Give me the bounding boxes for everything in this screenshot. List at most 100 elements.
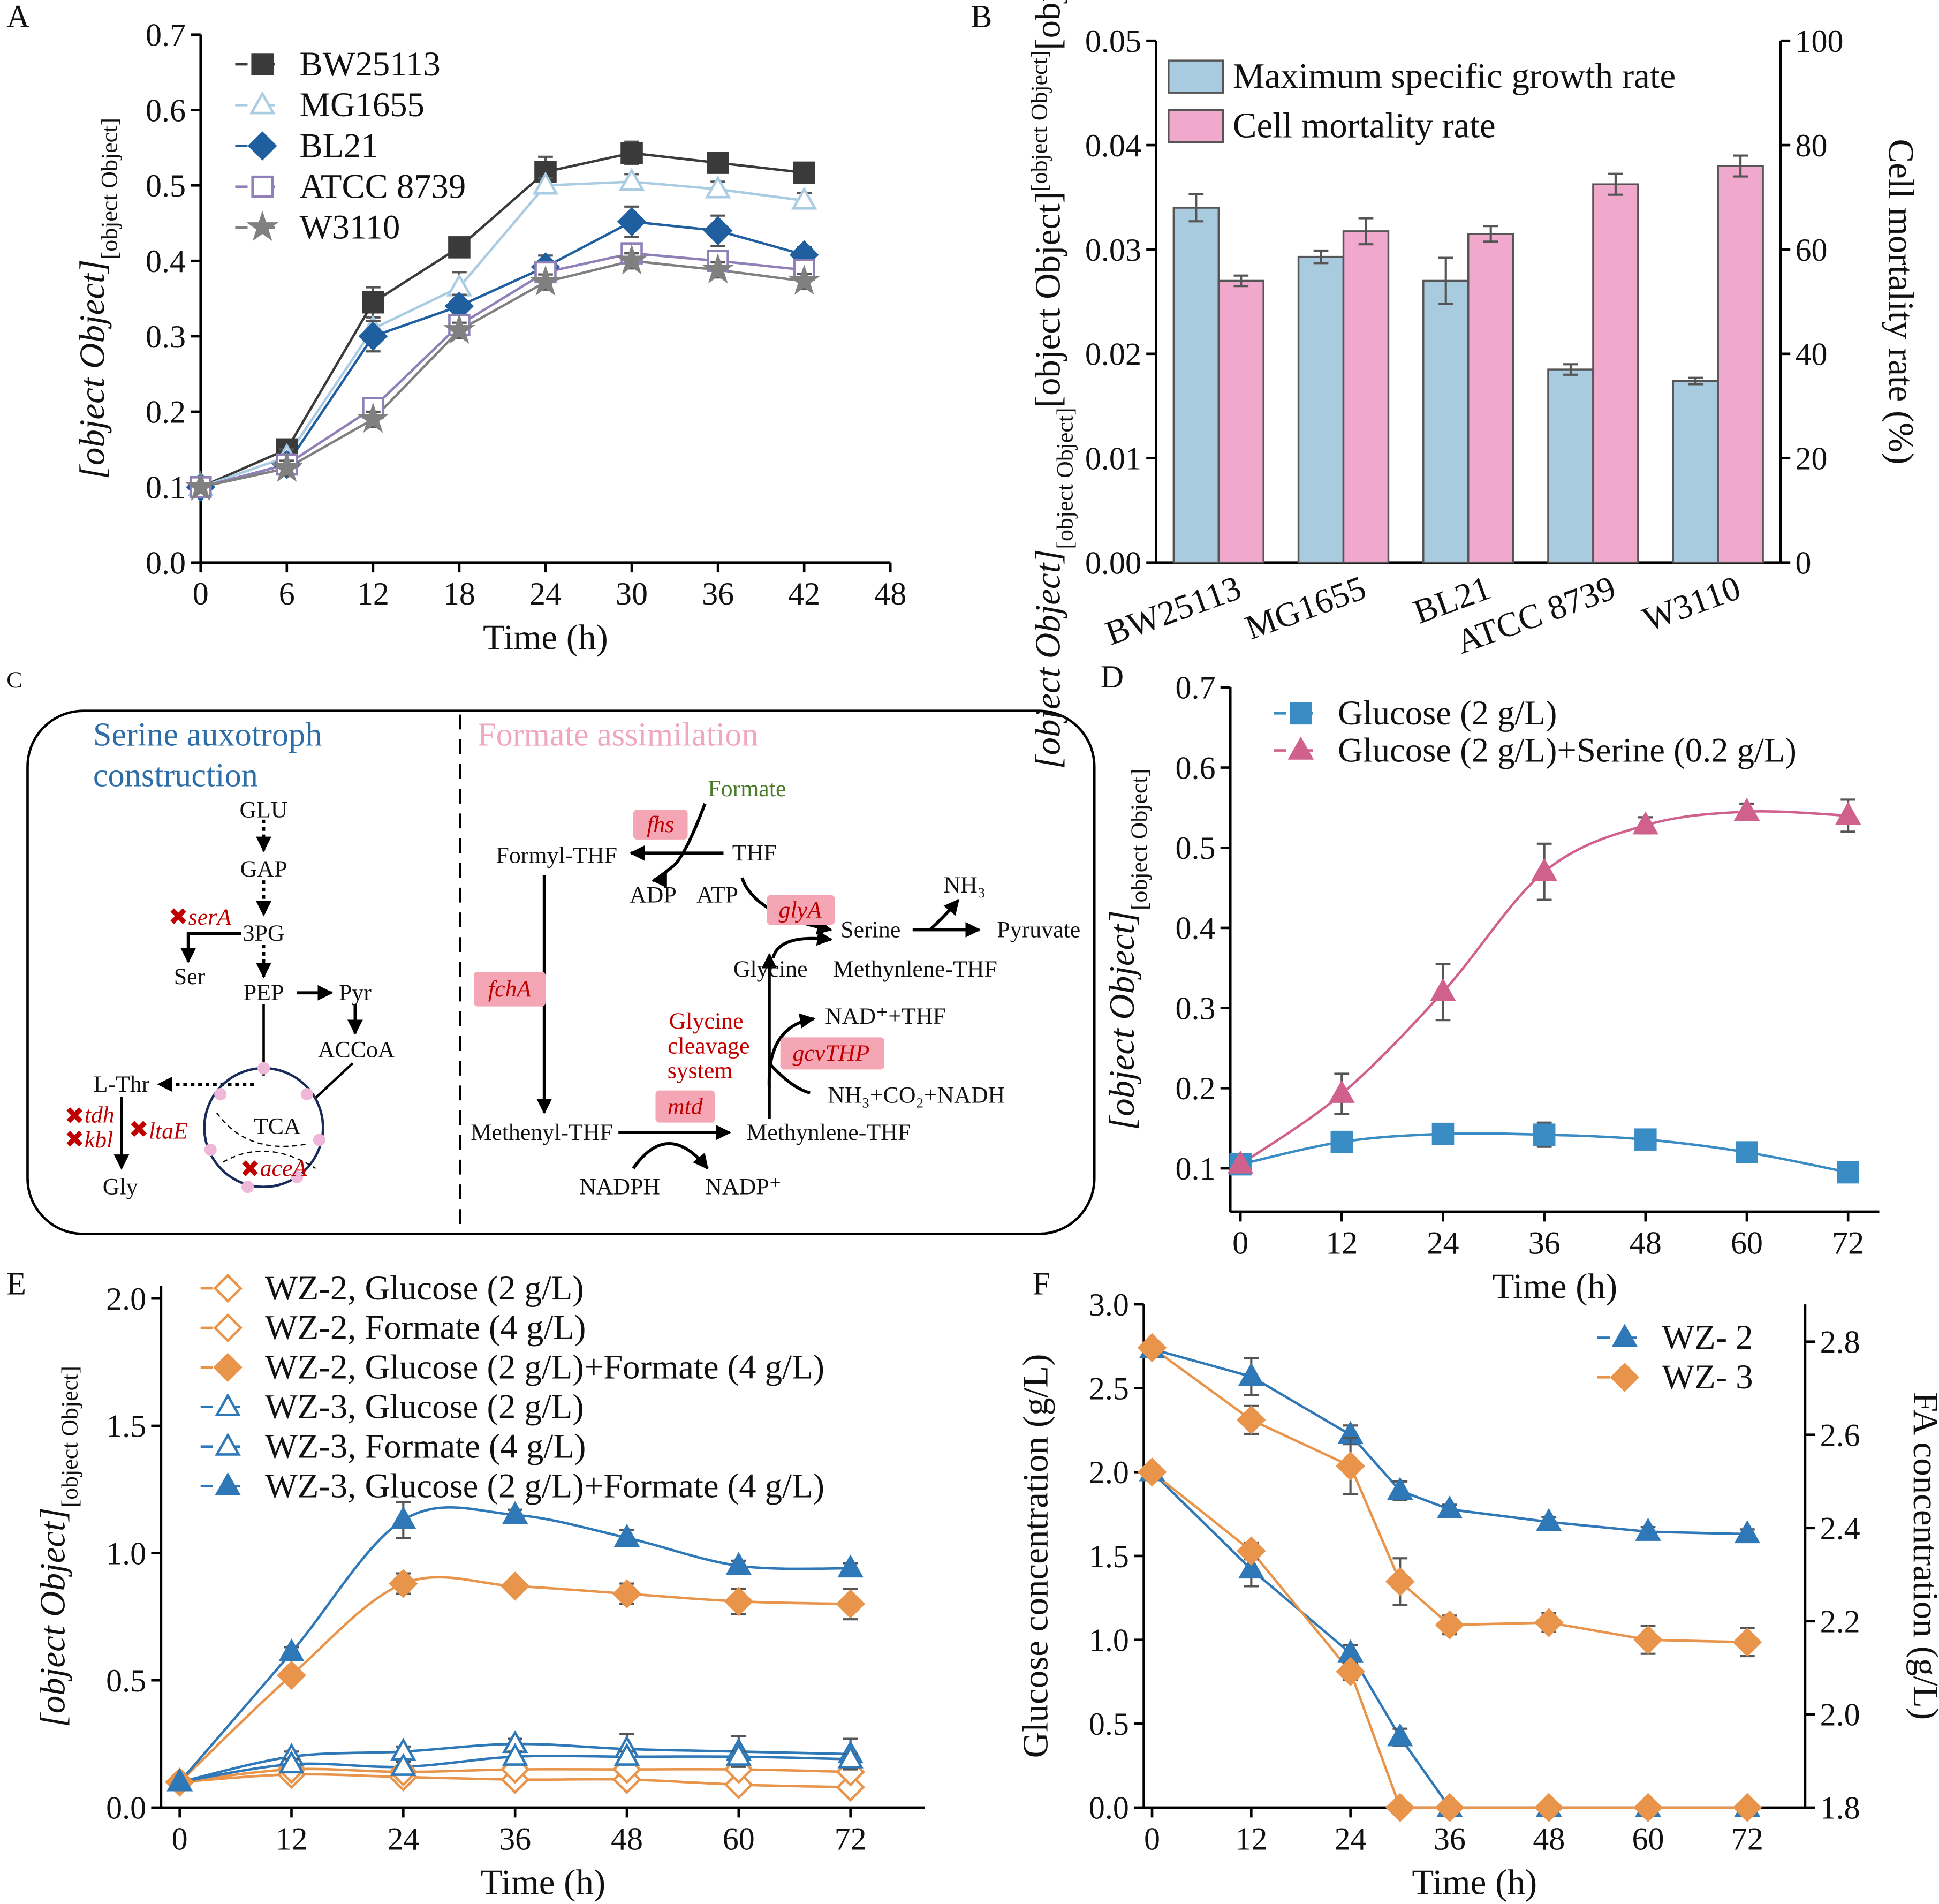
node: Glycine: [733, 956, 808, 982]
legend-label: W3110: [299, 208, 400, 246]
marker: [247, 131, 277, 161]
marker: [1237, 1536, 1266, 1566]
label-part: [object Object]: [1028, 0, 1068, 50]
marker: [703, 216, 733, 246]
marker: [1238, 1555, 1264, 1579]
node: system: [668, 1058, 733, 1084]
y-tick-label: 0.7: [1175, 670, 1215, 706]
node: NAD⁺+THF: [825, 1003, 946, 1029]
node: Formate: [708, 776, 786, 802]
marker: [612, 1579, 642, 1608]
gene: fchA: [488, 976, 532, 1002]
legend-label: BL21: [299, 126, 378, 164]
series-line: [1151, 1347, 1747, 1644]
y2-tick-label: 60: [1795, 232, 1827, 268]
left-title: construction: [93, 757, 258, 794]
x-tick-label: 12: [1235, 1821, 1267, 1856]
y2-tick-label: 40: [1795, 337, 1827, 372]
legend-label: WZ-3, Glucose (2 g/L)+Formate (4 g/L): [265, 1466, 824, 1505]
y2-tick-label: 2.6: [1820, 1418, 1860, 1453]
node: THF: [732, 840, 777, 866]
x-tick-label: 24: [1335, 1821, 1367, 1856]
node: ADP: [630, 882, 677, 908]
marker: [1385, 1793, 1415, 1823]
x-tick-label: 36: [1528, 1225, 1561, 1260]
marker: [1336, 1451, 1365, 1481]
error-bar: [1733, 154, 1748, 178]
marker: [215, 1472, 241, 1495]
series-line: [200, 252, 805, 489]
marker: [1837, 1161, 1859, 1184]
gene: aceA: [260, 1155, 307, 1181]
marker: [213, 1353, 243, 1382]
marker: [358, 321, 388, 351]
marker: [1534, 1793, 1564, 1823]
node: GLU: [239, 797, 287, 822]
label-part: [object Object]: [1052, 407, 1078, 549]
gene: gcvTHP: [793, 1040, 870, 1066]
error-bar: [1188, 193, 1204, 223]
left-title: Serine auxotroph: [93, 716, 322, 753]
x-tick-label: 12: [357, 576, 389, 611]
x-tick-label: 24: [529, 576, 562, 611]
node: 3PG: [243, 920, 285, 946]
label-part: [object Object]: [1028, 549, 1068, 769]
x-tick-label: W3110: [1638, 568, 1745, 639]
y2-tick-label: 1.8: [1820, 1790, 1860, 1826]
node: Serine: [840, 917, 900, 942]
marker: [390, 1752, 416, 1776]
node: NADP⁺: [705, 1174, 782, 1200]
y-tick-label: 0.5: [146, 168, 186, 203]
legend-label: WZ-2, Formate (4 g/L): [265, 1308, 586, 1347]
label-part: [object Object]: [1126, 769, 1152, 910]
marker: [617, 207, 647, 237]
marker: [1137, 1333, 1167, 1363]
gene: tdh: [85, 1102, 115, 1128]
y2-tick-label: 2.4: [1820, 1511, 1860, 1546]
legend-label: ATCC 8739: [299, 167, 466, 205]
node: NH₃+CO₂+NADH: [828, 1083, 1005, 1108]
node: cleavage: [668, 1033, 749, 1059]
marker: [213, 1313, 243, 1343]
marker: [278, 1638, 305, 1662]
y2-label: FA concentration (g/L): [1906, 1392, 1939, 1720]
series-line: [1151, 1471, 1747, 1809]
legend-label: WZ- 3: [1662, 1357, 1753, 1396]
label-part: [object Object]: [73, 259, 112, 479]
x-tick-label: 60: [1731, 1225, 1763, 1260]
panel-label: C: [6, 667, 22, 693]
y-tick-label: 0.2: [146, 395, 186, 430]
y-tick-label: 0.6: [146, 93, 186, 128]
marker: [1238, 1363, 1264, 1386]
y-tick-label: 0.4: [146, 244, 186, 279]
y-tick-label: 0.2: [1175, 1071, 1215, 1106]
x-tick-label: 60: [723, 1821, 755, 1856]
marker: [1436, 1495, 1463, 1519]
label-part: [object Object]: [1102, 910, 1142, 1130]
marker: [836, 1772, 865, 1802]
y-tick-label: 0.01: [1085, 441, 1141, 477]
node: NADPH: [579, 1174, 660, 1200]
label-part: [object Object]: [97, 118, 123, 259]
marker: [443, 313, 475, 344]
y-tick-label: 0.0: [146, 545, 186, 580]
y-tick-label: 1.0: [106, 1536, 146, 1571]
node: PEP: [244, 980, 284, 1006]
marker: [1633, 1793, 1663, 1823]
x-label: Time (h): [480, 1863, 605, 1902]
gene: serA: [188, 904, 232, 930]
bar: [1297, 255, 1345, 564]
bar: [1342, 230, 1390, 564]
marker: [702, 253, 734, 284]
node: Methenyl-THF: [471, 1120, 613, 1145]
marker: [613, 1742, 640, 1766]
x-tick-label: 42: [788, 576, 820, 611]
y-tick-label: 0.5: [1089, 1706, 1129, 1742]
legend-label: Glucose (2 g/L)+Serine (0.2 g/L): [1338, 730, 1797, 769]
legend-label: WZ-2, Glucose (2 g/L): [265, 1268, 584, 1308]
error-bar: [1688, 376, 1703, 386]
x-tick-label: 36: [1434, 1821, 1466, 1856]
x-tick-label: MG1655: [1240, 568, 1370, 647]
bar: [1467, 233, 1514, 564]
